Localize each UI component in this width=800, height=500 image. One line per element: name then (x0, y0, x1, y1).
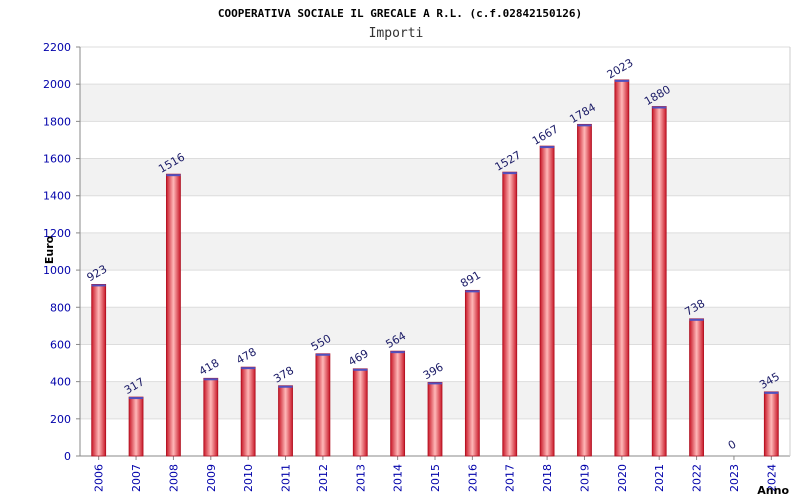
chart-subtitle: Importi (369, 26, 424, 41)
x-tick-label-2018: 2018 (541, 464, 554, 492)
bar-cap-2022 (689, 318, 704, 321)
bar-cap-2014 (390, 351, 405, 354)
x-tick-label-2021: 2021 (653, 464, 666, 492)
x-tick-label-2019: 2019 (578, 464, 591, 492)
bar-cap-2024 (764, 391, 779, 394)
bar-2024 (763, 391, 779, 457)
bar-cap-2021 (652, 106, 667, 109)
bar-cap-2015 (428, 382, 442, 385)
data-label-2023: 0 (726, 438, 739, 453)
y-tick-label: 2000 (43, 78, 71, 91)
bar-2011 (278, 385, 293, 457)
x-tick-label-2017: 2017 (504, 464, 517, 492)
bar-2021 (651, 106, 667, 457)
data-label-2018: 1667 (530, 122, 561, 147)
bar-cap-2010 (241, 367, 256, 370)
bar-cap-2020 (614, 79, 629, 82)
grid-band (80, 232, 790, 271)
grid-band (80, 307, 790, 345)
chart-title: COOPERATIVA SOCIALE IL GRECALE A R.L. (c… (218, 7, 582, 20)
bar-2006 (91, 284, 107, 457)
bar-cap-2008 (166, 174, 181, 177)
y-tick-label: 600 (50, 338, 71, 351)
x-tick-label-2015: 2015 (429, 464, 442, 492)
x-tick-label-2011: 2011 (280, 464, 293, 492)
bar-2009 (203, 377, 219, 457)
data-label-2013: 469 (346, 347, 371, 369)
x-tick-label-2013: 2013 (354, 464, 367, 492)
data-labels: 9233171516418478378550469564396891152716… (85, 56, 782, 452)
x-tick-label-2020: 2020 (616, 464, 629, 492)
bar-2015 (427, 381, 443, 457)
bar-2020 (614, 79, 630, 457)
bar-cap-2018 (540, 146, 555, 149)
x-tick-labels: 2006 2007 2008 2009 2010 2011 2012 2013 2014 2015… (93, 464, 779, 492)
data-label-2009: 418 (197, 356, 222, 378)
y-tick-label: 2200 (43, 41, 71, 54)
x-tick-label-2014: 2014 (392, 464, 405, 492)
bar-2017 (502, 171, 518, 457)
y-tick-label: 1400 (43, 190, 71, 203)
x-tick-label-2022: 2022 (691, 464, 704, 492)
bar-2010 (240, 366, 256, 457)
y-tick-label: 200 (50, 413, 71, 426)
bar-2018 (539, 145, 555, 457)
bars (91, 79, 779, 457)
x-tick-label-2008: 2008 (167, 464, 180, 492)
x-tick-label-2007: 2007 (130, 464, 143, 492)
bar-2019 (577, 123, 592, 457)
x-tick-label-2012: 2012 (317, 464, 330, 492)
x-tick-label-2024: 2024 (765, 464, 778, 492)
bar-cap-2017 (502, 172, 517, 175)
data-label-2016: 891 (458, 268, 483, 290)
background-bands (80, 84, 790, 419)
y-axis-label: Euro (43, 235, 56, 264)
grid-band (80, 158, 790, 196)
y-tick-label: 1600 (43, 153, 71, 166)
data-label-2020: 2023 (605, 56, 636, 81)
bar-2007 (128, 396, 144, 457)
bar-2016 (464, 289, 480, 457)
bar-cap-2009 (203, 378, 218, 381)
grid-band (80, 84, 790, 122)
bar-2008 (166, 173, 181, 457)
bar-2022 (689, 318, 704, 457)
bar-2012 (315, 353, 331, 457)
y-tick-labels: 0 200 400 600 800 1000 1200 1400 1600 1800 2000 220… (43, 41, 71, 463)
x-tick-label-2010: 2010 (242, 464, 255, 492)
data-label-2010: 478 (234, 345, 259, 367)
x-tick-label-2006: 2006 (93, 464, 106, 492)
y-tick-label: 400 (50, 376, 71, 389)
x-axis-label: Anno (757, 484, 789, 497)
bar-cap-2012 (315, 353, 330, 356)
y-tick-label: 800 (50, 301, 71, 314)
x-tick-label-2016: 2016 (466, 464, 479, 492)
y-tick-label: 1000 (43, 264, 71, 277)
data-label-2015: 396 (421, 360, 446, 382)
bar-cap-2007 (129, 397, 144, 400)
y-tick-label: 0 (64, 450, 71, 463)
y-tick-label: 1800 (43, 115, 71, 128)
x-tick-label-2009: 2009 (205, 464, 218, 492)
bar-cap-2013 (353, 368, 368, 371)
bar-2014 (390, 350, 406, 457)
bar-cap-2016 (465, 290, 480, 293)
bar-2013 (352, 368, 368, 457)
bar-cap-2011 (278, 385, 293, 388)
bar-cap-2019 (577, 124, 592, 127)
x-tick-label-2023: 2023 (728, 464, 741, 492)
bar-cap-2006 (91, 284, 106, 287)
y-tick-label: 1200 (43, 227, 71, 240)
